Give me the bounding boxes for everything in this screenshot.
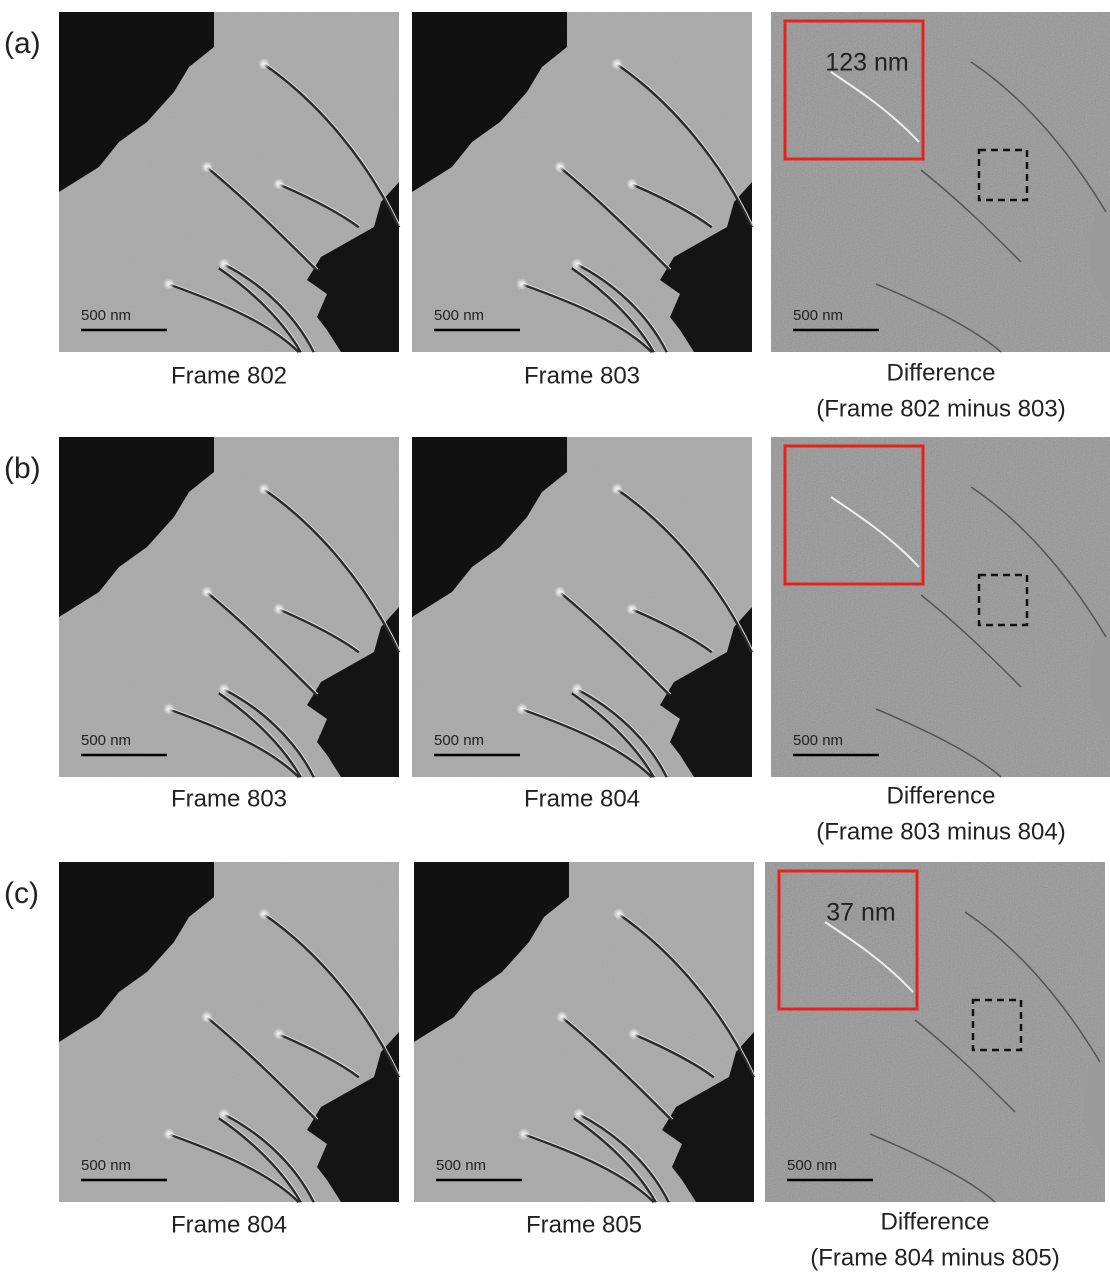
tip-spot [273, 178, 285, 190]
tip-spot [554, 586, 566, 598]
scale-bar-label: 500 nm [81, 1157, 131, 1174]
image-panel: 500 nm [771, 437, 1110, 777]
panel-label: (c) [4, 877, 39, 910]
panel-caption: Difference [887, 359, 996, 386]
image-panel: 500 nm [59, 12, 400, 352]
inset-label: 37 nm [826, 899, 895, 927]
panel-caption: (Frame 804 minus 805) [810, 1244, 1059, 1271]
tip-spot [258, 483, 270, 495]
panel-caption: Frame 804 [524, 785, 640, 812]
tip-spot [626, 178, 638, 190]
tip-spot [626, 603, 638, 615]
tip-spot [556, 1011, 568, 1023]
image-panel: 500 nm [412, 12, 753, 352]
scale-bar-label: 500 nm [793, 732, 843, 749]
panel-caption: Frame 803 [171, 785, 287, 812]
panel-caption: Frame 802 [171, 362, 287, 389]
panel-caption: Frame 804 [171, 1211, 287, 1238]
panel-caption: (Frame 802 minus 803) [816, 395, 1065, 422]
tip-spot [218, 683, 230, 695]
panel-caption: Frame 805 [526, 1211, 642, 1238]
tip-spot [201, 161, 213, 173]
scale-bar-label: 500 nm [81, 307, 131, 324]
panel-label: (a) [4, 27, 41, 60]
tip-spot [201, 1011, 213, 1023]
image-panel: 500 nm [414, 862, 755, 1202]
tip-spot [218, 258, 230, 270]
image-panel: 37 nm 500 nm [765, 862, 1105, 1202]
image-panel: 500 nm [59, 862, 400, 1202]
tip-spot [573, 1108, 585, 1120]
tip-spot [163, 278, 175, 290]
tip-spot [258, 908, 270, 920]
inset-label: 123 nm [825, 49, 908, 77]
scale-bar-label: 500 nm [436, 1157, 486, 1174]
panel-caption: Difference [881, 1208, 990, 1235]
scale-bar-label: 500 nm [787, 1157, 837, 1174]
panel-caption: Frame 803 [524, 362, 640, 389]
scale-bar-label: 500 nm [434, 307, 484, 324]
tip-spot [516, 278, 528, 290]
inset-noise [779, 871, 917, 1009]
tip-spot [258, 58, 270, 70]
tip-spot [273, 603, 285, 615]
tip-spot [611, 58, 623, 70]
scale-bar-label: 500 nm [434, 732, 484, 749]
tip-spot [218, 1108, 230, 1120]
image-panel: 500 nm [59, 437, 400, 777]
tip-spot [611, 483, 623, 495]
tip-spot [163, 1128, 175, 1140]
figure: (a) 500 nm Frame 802 500 nm Frame 803 123 nm 5… [0, 0, 1110, 1278]
inset-noise [785, 446, 923, 584]
tip-spot [628, 1028, 640, 1040]
panel-caption: Difference [887, 782, 996, 809]
tip-spot [571, 258, 583, 270]
scale-bar-label: 500 nm [81, 732, 131, 749]
tip-spot [518, 1128, 530, 1140]
image-panel: 123 nm 500 nm [771, 12, 1110, 352]
tip-spot [571, 683, 583, 695]
tip-spot [201, 586, 213, 598]
panel-label: (b) [4, 452, 41, 485]
inset-noise [785, 21, 923, 159]
tip-spot [163, 703, 175, 715]
tip-spot [554, 161, 566, 173]
scale-bar-label: 500 nm [793, 307, 843, 324]
tip-spot [613, 908, 625, 920]
tip-spot [516, 703, 528, 715]
tip-spot [273, 1028, 285, 1040]
image-panel: 500 nm [412, 437, 753, 777]
panel-caption: (Frame 803 minus 804) [816, 818, 1065, 845]
